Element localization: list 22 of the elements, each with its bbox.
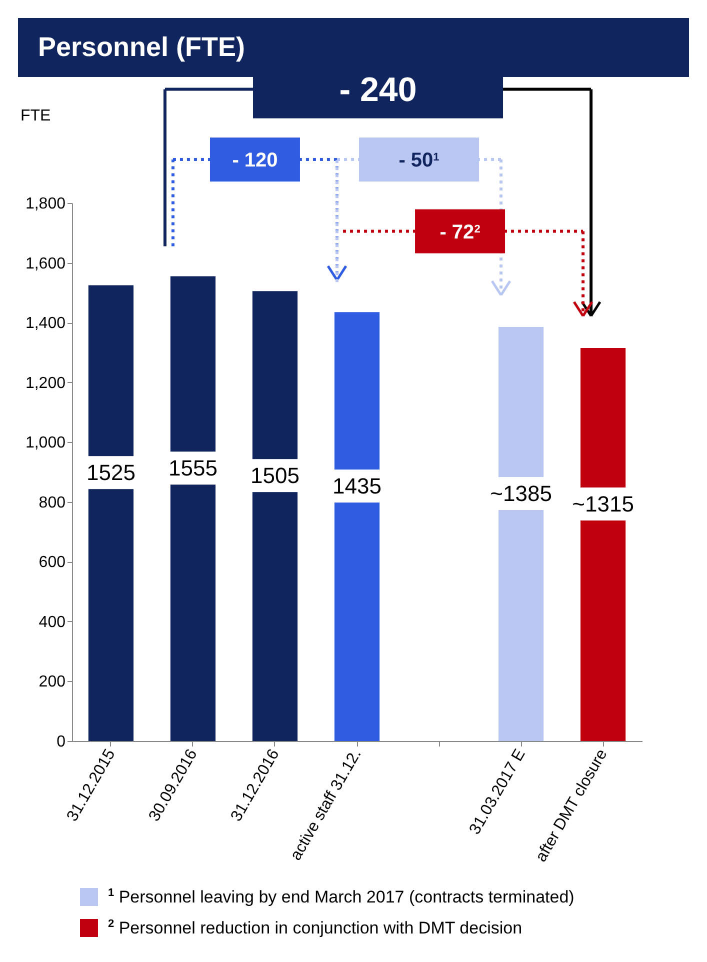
bar (252, 291, 298, 741)
bar (88, 285, 134, 741)
y-axis-title: FTE (20, 108, 51, 124)
text: - 50$^{1}$ (398, 150, 440, 172)
y-tick-label: 800 (38, 494, 66, 512)
y-tick-label: 1,600 (25, 255, 66, 272)
text: $^{2}$ Personnel reduction in conjunction with DMT decision (108, 918, 522, 938)
y-tick-label: 200 (38, 674, 66, 691)
y-tick-label: 1,800 (25, 196, 66, 212)
y-tick-label: 1,200 (25, 374, 66, 392)
y-tick-label: 400 (38, 614, 66, 631)
y-tick-label: 1,400 (25, 315, 66, 332)
y-tick-label: 0 (56, 734, 66, 750)
y-tick-label: 1,000 (25, 434, 66, 452)
text: - 120 (232, 150, 278, 172)
text: $^{1}$ Personnel leaving by end March 2017 (contracts terminated) (108, 887, 574, 908)
text: - 240 (339, 71, 417, 110)
y-tick-label: 600 (38, 554, 66, 572)
bar (334, 312, 380, 741)
annotation: - 72$^{2}$ (440, 221, 480, 244)
bar (170, 276, 216, 741)
chart-title: Personnel (FTE) (38, 32, 246, 62)
